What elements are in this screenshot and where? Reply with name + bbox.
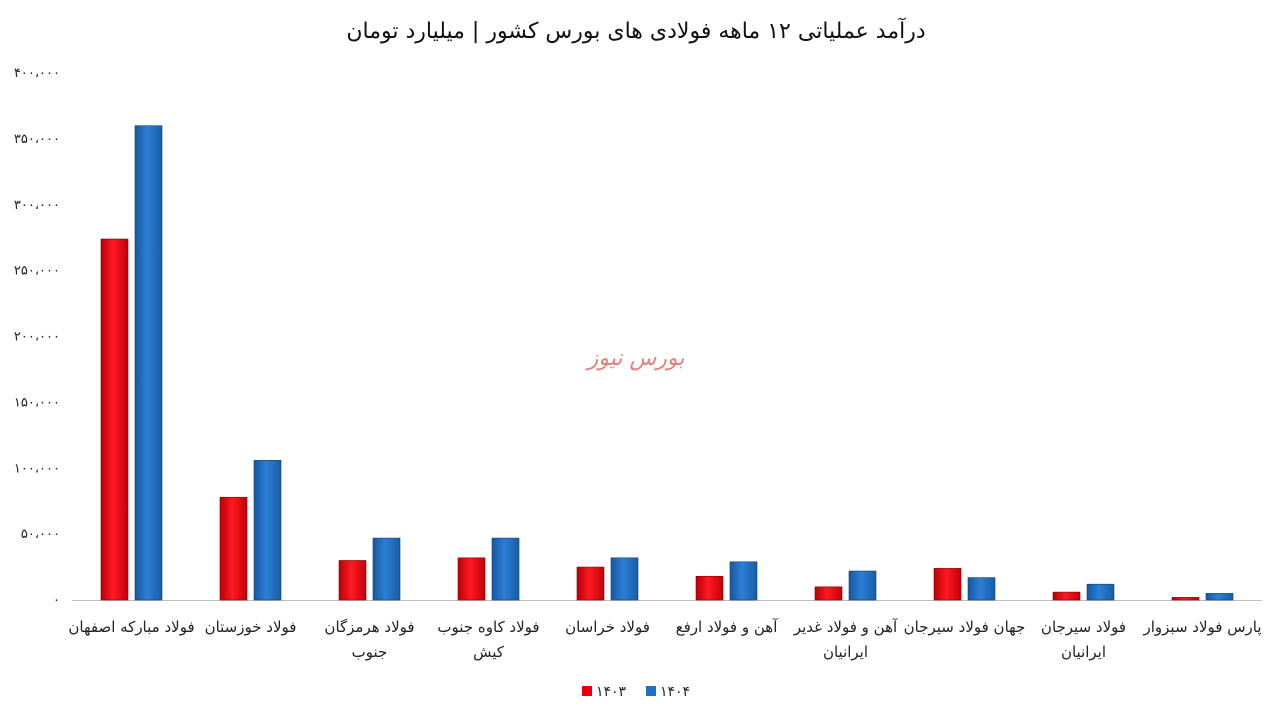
bar-1404 (848, 570, 877, 601)
legend-label: ۱۴۰۳ (596, 684, 627, 700)
x-tick-label: جهان فولاد سیرجان (904, 618, 1026, 636)
bar-1404 (134, 125, 163, 601)
x-tick-label: کیش (473, 643, 505, 661)
x-tick-label: ایرانیان (1061, 643, 1106, 661)
y-tick-label: ۱۵۰،۰۰۰ (14, 395, 60, 410)
chart-title: درآمد عملیاتی ۱۲ ماهه فولادی های بورس کش… (346, 17, 925, 44)
legend: ۱۴۰۳ ۱۴۰۴ (582, 684, 690, 700)
bar-1403 (338, 560, 367, 601)
x-tick-label: فولاد سیرجان (1041, 618, 1126, 636)
bar-1404 (372, 537, 401, 601)
x-tick-label: پارس فولاد سبزوار (1142, 618, 1261, 637)
bar-1403 (933, 568, 962, 601)
x-tick-label: آهن و فولاد غدیر (793, 618, 898, 636)
y-tick-label: ۳۰۰،۰۰۰ (14, 198, 60, 213)
x-tick-label: فولاد خراسان (565, 618, 650, 636)
bar-1403 (100, 238, 129, 601)
bar-1403 (576, 566, 605, 601)
x-tick-label: فولاد خوزستان (205, 618, 297, 636)
bar-1403 (457, 557, 486, 601)
y-axis: ۰ ۵۰،۰۰۰ ۱۰۰،۰۰۰ ۱۵۰،۰۰۰ ۲۰۰،۰۰۰ ۲۵۰،۰۰۰ ۳۰۰،۰… (14, 66, 60, 608)
y-tick-label: ۲۵۰،۰۰۰ (14, 264, 60, 279)
bars-group (72, 125, 1262, 601)
y-tick-label: ۳۵۰،۰۰۰ (14, 132, 60, 147)
y-tick-label: ۱۰۰،۰۰۰ (14, 461, 60, 476)
bar-1404 (729, 561, 758, 601)
y-tick-label: ۵۰،۰۰۰ (21, 527, 60, 542)
legend-swatch (646, 686, 656, 696)
bar-1403 (1052, 591, 1081, 601)
legend-label: ۱۴۰۴ (660, 684, 690, 700)
bar-1403 (695, 575, 724, 601)
x-tick-label: فولاد مبارکه اصفهان (68, 618, 194, 636)
x-axis-labels: فولاد مبارکه اصفهان فولاد خوزستان فولاد هر… (68, 618, 1261, 661)
y-tick-label: ۰ (53, 593, 60, 608)
x-tick-label: جنوب (352, 643, 388, 661)
bar-1403 (1171, 597, 1200, 601)
bar-1403 (814, 586, 843, 601)
x-tick-label: آهن و فولاد ارفع (676, 618, 779, 636)
bar-1404 (253, 460, 282, 601)
legend-swatch (582, 686, 592, 696)
bar-1404 (1205, 593, 1234, 601)
x-tick-label: ایرانیان (823, 643, 868, 661)
x-tick-label: فولاد کاوه جنوب (437, 618, 539, 636)
bar-1404 (610, 557, 639, 601)
bar-1404 (491, 537, 520, 601)
x-tick-label: فولاد هرمزگان (324, 618, 414, 636)
bar-1403 (219, 496, 248, 601)
bar-1404 (1086, 583, 1115, 601)
bar-1404 (967, 577, 996, 601)
y-tick-label: ۴۰۰،۰۰۰ (14, 66, 60, 81)
watermark: بورس نیوز (585, 346, 685, 371)
y-tick-label: ۲۰۰،۰۰۰ (14, 330, 60, 345)
